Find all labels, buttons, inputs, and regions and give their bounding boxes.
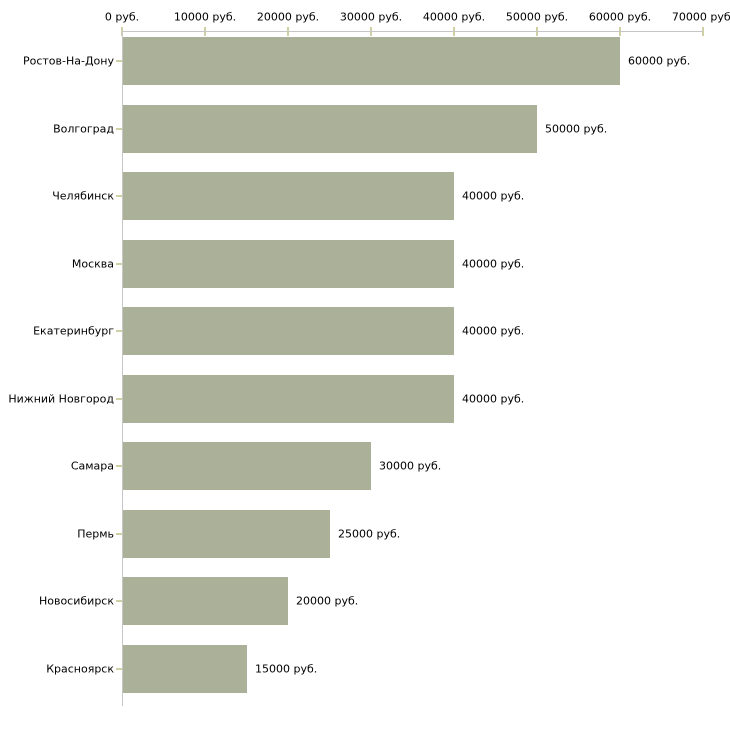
x-axis-tick xyxy=(702,27,704,36)
bar xyxy=(123,510,330,558)
bar-value-label: 25000 руб. xyxy=(338,527,401,541)
category-label: Нижний Новгород xyxy=(8,392,114,406)
bar xyxy=(123,37,620,85)
x-axis-tick-label: 60000 руб. xyxy=(588,10,652,24)
bar-value-label: 40000 руб. xyxy=(462,189,525,203)
y-axis-tick xyxy=(116,195,122,197)
category-label: Самара xyxy=(70,459,114,473)
category-label: Волгоград xyxy=(53,122,114,136)
x-axis-tick-label: 0 руб. xyxy=(104,10,140,24)
category-label: Екатеринбург xyxy=(33,324,114,338)
x-axis-tick-label: 30000 руб. xyxy=(339,10,403,24)
y-axis-line xyxy=(122,31,123,706)
bar-value-label: 40000 руб. xyxy=(462,392,525,406)
bar xyxy=(123,645,247,693)
x-axis-tick-label: 70000 руб. xyxy=(671,10,730,24)
category-label: Красноярск xyxy=(46,662,114,676)
bar-value-label: 40000 руб. xyxy=(462,257,525,271)
y-axis-tick xyxy=(116,330,122,332)
y-axis-tick xyxy=(116,60,122,62)
bar-value-label: 15000 руб. xyxy=(255,662,318,676)
y-axis-tick xyxy=(116,128,122,130)
category-label: Новосибирск xyxy=(38,594,114,608)
y-axis-tick xyxy=(116,263,122,265)
bar-value-label: 30000 руб. xyxy=(379,459,442,473)
category-label: Челябинск xyxy=(52,189,114,203)
y-axis-tick xyxy=(116,600,122,602)
bar-value-label: 60000 руб. xyxy=(628,54,691,68)
y-axis-tick xyxy=(116,668,122,670)
x-axis-line xyxy=(122,31,703,32)
x-axis-tick-label: 20000 руб. xyxy=(256,10,320,24)
bar xyxy=(123,577,288,625)
x-axis-tick-label: 10000 руб. xyxy=(173,10,237,24)
category-label: Пермь xyxy=(77,527,114,541)
x-axis-tick-label: 50000 руб. xyxy=(505,10,569,24)
bar xyxy=(123,240,454,288)
bar-value-label: 40000 руб. xyxy=(462,324,525,338)
category-label: Москва xyxy=(71,257,114,271)
x-axis-tick-label: 40000 руб. xyxy=(422,10,486,24)
category-label: Ростов-На-Дону xyxy=(22,54,114,68)
y-axis-tick xyxy=(116,398,122,400)
bar xyxy=(123,442,371,490)
bar xyxy=(123,105,537,153)
y-axis-tick xyxy=(116,465,122,467)
bar xyxy=(123,172,454,220)
bar-value-label: 20000 руб. xyxy=(296,594,359,608)
y-axis-tick xyxy=(116,533,122,535)
bar xyxy=(123,307,454,355)
bar xyxy=(123,375,454,423)
bar-value-label: 50000 руб. xyxy=(545,122,608,136)
